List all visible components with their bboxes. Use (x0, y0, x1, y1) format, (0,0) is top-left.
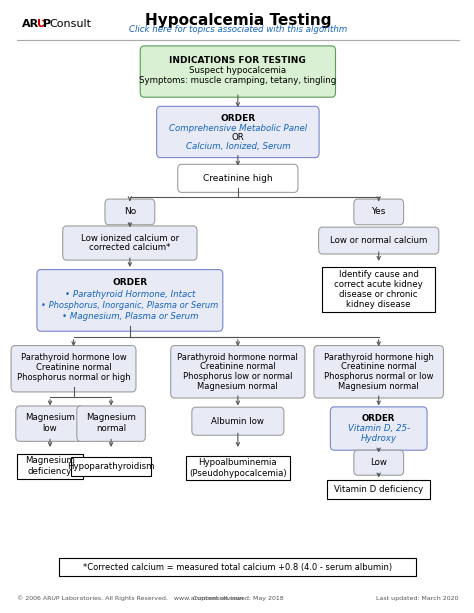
Text: Phosphorus normal or low: Phosphorus normal or low (324, 372, 433, 381)
FancyBboxPatch shape (330, 407, 427, 450)
Text: • Phosphorus, Inorganic, Plasma or Serum: • Phosphorus, Inorganic, Plasma or Serum (41, 301, 219, 310)
Text: Consult: Consult (49, 19, 91, 29)
FancyBboxPatch shape (354, 450, 403, 475)
Text: correct acute kidney: correct acute kidney (334, 280, 423, 289)
Text: Albumin low: Albumin low (211, 417, 264, 425)
Text: Ʋ: Ʋ (37, 19, 46, 29)
Text: Symptoms: muscle cramping, tetany, tingling: Symptoms: muscle cramping, tetany, tingl… (139, 75, 337, 85)
FancyBboxPatch shape (140, 46, 336, 97)
Text: ORDER: ORDER (362, 414, 395, 424)
Text: • Parathyroid Hormone, Intact: • Parathyroid Hormone, Intact (64, 290, 195, 299)
Text: Content reviewed: May 2018: Content reviewed: May 2018 (192, 596, 283, 601)
Text: Creatinine high: Creatinine high (203, 174, 273, 183)
Text: *Corrected calcium = measured total calcium +0.8 (4.0 - serum albumin): *Corrected calcium = measured total calc… (83, 563, 392, 571)
Text: Magnesium: Magnesium (86, 413, 136, 422)
Text: Magnesium: Magnesium (25, 413, 75, 422)
Text: Calcium, Ionized, Serum: Calcium, Ionized, Serum (185, 142, 290, 151)
Bar (186, 456, 290, 481)
Text: Phosphorus low or normal: Phosphorus low or normal (183, 372, 292, 381)
Text: INDICATIONS FOR TESTING: INDICATIONS FOR TESTING (170, 56, 306, 65)
FancyBboxPatch shape (156, 106, 319, 158)
Text: Magnesium: Magnesium (25, 456, 75, 465)
Text: Last updated: March 2020: Last updated: March 2020 (376, 596, 458, 601)
Text: No: No (124, 207, 136, 216)
FancyBboxPatch shape (314, 346, 444, 398)
Text: Vitamin D deficiency: Vitamin D deficiency (334, 485, 423, 494)
Text: (Pseudohypocalcemia): (Pseudohypocalcemia) (189, 468, 287, 478)
Text: Hypocalcemia Testing: Hypocalcemia Testing (145, 13, 331, 28)
FancyBboxPatch shape (171, 346, 305, 398)
FancyBboxPatch shape (319, 227, 439, 254)
Text: P: P (43, 19, 51, 29)
Text: Comprehensive Metabolic Panel: Comprehensive Metabolic Panel (169, 124, 307, 134)
Text: Phosphorus normal or high: Phosphorus normal or high (17, 373, 130, 382)
Text: AR: AR (22, 19, 39, 29)
Text: Creatinine normal: Creatinine normal (200, 362, 276, 371)
Text: OR: OR (231, 133, 244, 142)
Text: Parathyroid hormone high: Parathyroid hormone high (324, 352, 434, 362)
Text: corrected calcium*: corrected calcium* (89, 243, 171, 253)
Text: Parathyroid hormone normal: Parathyroid hormone normal (177, 352, 298, 362)
Text: ORDER: ORDER (220, 114, 255, 123)
Text: Magnesium normal: Magnesium normal (198, 382, 278, 391)
FancyBboxPatch shape (37, 270, 223, 331)
Text: Hypoalbuminemia: Hypoalbuminemia (199, 458, 277, 466)
Text: Hydroxy: Hydroxy (361, 434, 397, 443)
Text: Yes: Yes (372, 207, 386, 216)
FancyBboxPatch shape (63, 226, 197, 260)
FancyBboxPatch shape (77, 406, 146, 441)
FancyBboxPatch shape (192, 407, 284, 435)
Text: deficiency: deficiency (28, 466, 72, 476)
Bar (59, 558, 416, 576)
Text: Magnesium normal: Magnesium normal (338, 382, 419, 391)
Bar (17, 454, 83, 479)
Text: Click here for topics associated with this algorithm: Click here for topics associated with th… (129, 25, 347, 34)
Text: Creatinine normal: Creatinine normal (36, 363, 111, 372)
Bar (322, 267, 435, 312)
Text: Hypoparathyroidism: Hypoparathyroidism (67, 462, 155, 471)
Text: Suspect hypocalcemia: Suspect hypocalcemia (189, 66, 286, 75)
FancyBboxPatch shape (178, 164, 298, 192)
Text: Creatinine normal: Creatinine normal (341, 362, 417, 371)
Text: Low or normal calcium: Low or normal calcium (330, 236, 428, 245)
Text: © 2006 ARUP Laboratories. All Rights Reserved.   www.arupconsult.com: © 2006 ARUP Laboratories. All Rights Res… (17, 595, 244, 601)
Text: Parathyroid hormone low: Parathyroid hormone low (21, 353, 127, 362)
FancyBboxPatch shape (354, 199, 403, 225)
Text: ORDER: ORDER (112, 278, 147, 287)
Text: kidney disease: kidney disease (346, 300, 411, 308)
FancyBboxPatch shape (11, 346, 136, 392)
FancyBboxPatch shape (105, 199, 155, 225)
Bar (71, 457, 151, 476)
FancyBboxPatch shape (16, 406, 84, 441)
Text: Low ionized calcium or: Low ionized calcium or (81, 234, 179, 243)
Text: low: low (43, 424, 57, 433)
Text: Vitamin D, 25-: Vitamin D, 25- (347, 424, 410, 433)
Text: Low: Low (370, 458, 387, 467)
Bar (327, 481, 430, 499)
Text: • Magnesium, Plasma or Serum: • Magnesium, Plasma or Serum (62, 312, 198, 321)
Text: normal: normal (96, 424, 126, 433)
Text: Identify cause and: Identify cause and (339, 270, 419, 280)
Text: disease or chronic: disease or chronic (339, 290, 418, 299)
